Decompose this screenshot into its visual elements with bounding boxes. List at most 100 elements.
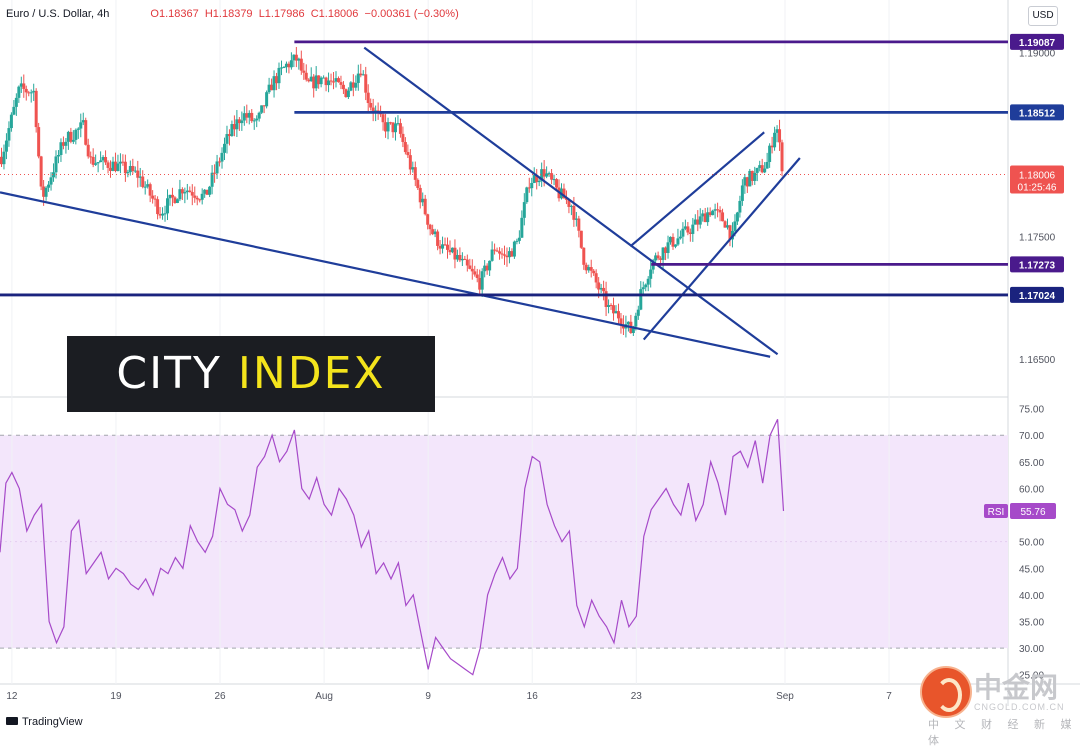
candle-body [262,105,266,107]
candle-body [564,198,568,200]
candle-body [411,167,415,170]
rsi-tick-50.00: 50.00 [1019,538,1044,549]
candle-body [32,90,36,93]
price-tick-1.16500: 1.16500 [1019,355,1056,366]
candle-body [227,134,231,137]
candle-body [356,73,360,83]
logo-text-city: CITY [116,348,238,399]
candle-body [126,172,130,174]
candle-body [371,107,375,113]
candle-body [423,198,427,215]
candle-body [584,264,588,271]
candle-body [302,70,306,73]
candle-body [203,189,207,194]
currency-button[interactable]: USD [1028,6,1058,26]
candle-body [190,192,194,196]
candle-body [768,145,772,162]
candle-body [131,166,135,172]
candle-body [334,78,338,82]
candle-body [208,186,212,195]
candle-body [146,184,150,187]
candle-body [587,267,591,271]
candle-body [708,212,712,216]
candle-body [366,92,370,104]
candle-body [636,309,640,316]
candle-body [763,168,767,173]
candle-body [562,188,566,199]
candle-body [654,255,658,261]
candle-body [314,75,318,89]
candle-body [664,247,668,254]
low-value: L1.17986 [258,8,305,20]
candle-body [465,259,469,266]
time-tick-7: 7 [886,691,892,702]
candle-body [94,163,98,165]
level-label-bg-1.18512 [1010,104,1064,121]
candle-body [614,311,618,314]
rsi-series-tag: RSI [988,507,1005,518]
candle-body [66,131,70,142]
candle-body [460,258,464,261]
candle-body [525,187,529,203]
candle-body [54,156,58,173]
time-tick-Aug: Aug [315,691,333,702]
candle-body [297,58,301,61]
candle-body [49,177,53,185]
logo-text-index: INDEX [237,348,386,399]
ohlc-readout: O1.18367 H1.18379 L1.17986 C1.18006 −0.0… [150,8,458,20]
candle-body [86,144,90,157]
rsi-tick-65.00: 65.00 [1019,458,1044,469]
candle-body [634,315,638,327]
watermark-name: 中金网 [974,671,1059,704]
candle-body [572,205,576,220]
candle-body [413,167,417,180]
candle-body [195,197,199,200]
candle-body [354,82,358,88]
tradingview-brand[interactable]: TradingView [6,716,83,728]
candle-body [483,265,487,272]
candle-body [232,124,236,130]
candle-body [681,228,685,237]
candle-body [537,180,541,183]
candle-body [307,79,311,82]
candle-body [436,231,440,246]
candle-body [639,289,643,310]
rsi-tick-60.00: 60.00 [1019,484,1044,495]
candle-body [532,175,536,183]
candle-body [59,142,63,156]
candle-body [344,89,348,98]
last-price-label-bg [1010,165,1064,194]
candle-body [327,80,331,86]
candle-body [396,123,400,125]
candle-body [153,198,157,200]
candle-body [480,271,484,290]
candle-body [418,187,422,203]
candle-body [260,105,264,113]
candle-body [381,114,385,123]
candle-body [738,200,742,213]
candle-body [473,271,477,275]
candle-body [673,244,677,247]
candle-body [688,232,692,234]
candle-body [240,120,244,124]
candle-body [294,54,298,61]
candle-body [71,139,75,142]
time-tick-16: 16 [527,691,539,702]
rsi-series-tag-bg [984,504,1008,519]
candle-body [406,152,410,156]
trendline-1 [0,191,771,358]
symbol-title[interactable]: Euro / U.S. Dollar, 4h [6,8,110,20]
candle-body [359,73,363,76]
candle-body [250,112,254,122]
candle-body [458,254,462,261]
rsi-tick-30.00: 30.00 [1019,644,1044,655]
candle-body [552,179,556,181]
candle-body [151,195,155,199]
candle-body [696,219,700,225]
candle-body [493,249,497,251]
candle-body [602,287,606,292]
candle-body [616,311,620,319]
rsi-tick-35.00: 35.00 [1019,617,1044,628]
rsi-tick-40.00: 40.00 [1019,591,1044,602]
candle-body [646,278,650,285]
